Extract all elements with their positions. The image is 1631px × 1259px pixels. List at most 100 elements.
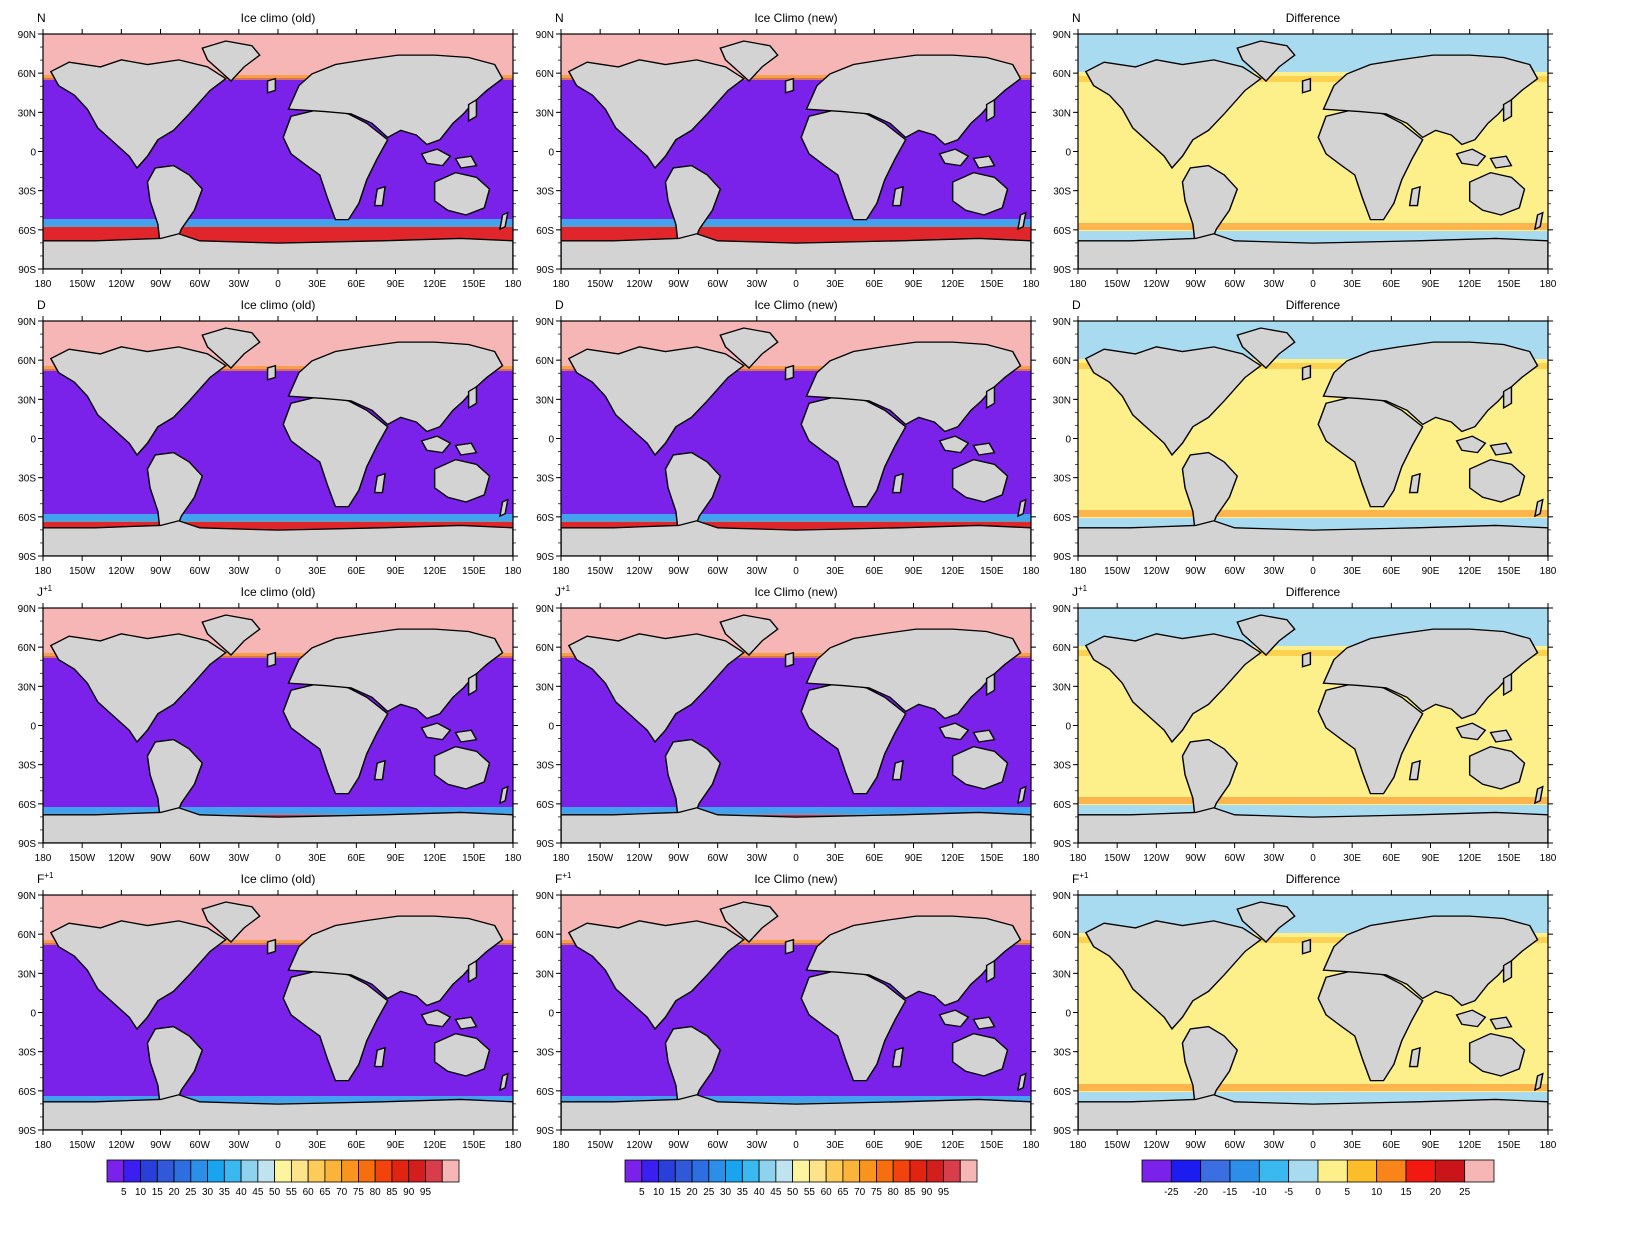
panel-title: Ice Climo (new) (754, 872, 837, 886)
lon-tick-label: 0 (1310, 566, 1316, 577)
colorbar-label: -5 (1284, 1187, 1293, 1198)
lon-tick-label: 60W (1224, 566, 1245, 577)
lon-tick-label: 0 (1310, 853, 1316, 864)
lat-tick-label: 90S (536, 265, 554, 276)
lat-tick-label: 90S (18, 552, 36, 563)
antarctic-ice-edge (43, 1096, 513, 1104)
lat-tick-label: 90N (536, 891, 554, 902)
colorbar-label: 65 (837, 1187, 849, 1198)
colorbar: -25 -20 -15 -10 -5 0 5 10 15 20 25 (1141, 1159, 1495, 1198)
colorbar-swatch (190, 1159, 208, 1183)
lon-tick-label: 180 (1070, 853, 1087, 864)
lat-tick-label: 30N (1053, 969, 1071, 980)
lon-tick-label: 90E (905, 566, 923, 577)
lon-tick-label: 60W (189, 279, 210, 290)
lon-tick-label: 90E (387, 1140, 405, 1151)
lat-tick-label: 0 (548, 435, 554, 446)
lon-tick-label: 0 (275, 853, 281, 864)
colorbar-label: 15 (1400, 1187, 1412, 1198)
colorbar-label: 50 (269, 1187, 281, 1198)
lon-tick-label: 150E (1497, 1140, 1521, 1151)
lon-tick-label: 180 (1023, 279, 1040, 290)
lat-tick-label: 30N (536, 682, 554, 693)
colorbar-swatch (140, 1159, 158, 1183)
lon-tick-label: 120W (1143, 279, 1170, 290)
lon-tick-label: 60W (1224, 1140, 1245, 1151)
lon-tick-label: 60W (189, 853, 210, 864)
colorbar-label: 35 (737, 1187, 749, 1198)
map-panel: 90N 60N 30N 0 30S 60S 90S 180 150W 120W 90W 60W 30W 0… (18, 871, 522, 1151)
arctic-diff-edge (1078, 76, 1548, 82)
lon-tick-label: 60W (707, 853, 728, 864)
colorbar-label: 65 (319, 1187, 331, 1198)
lat-tick-label: 60S (18, 800, 36, 811)
lon-tick-label: 90W (668, 566, 689, 577)
lon-tick-label: 60W (189, 566, 210, 577)
colorbar-swatch (943, 1159, 961, 1183)
row-label: D (37, 298, 46, 312)
lon-tick-label: 120W (108, 566, 135, 577)
colorbar-label: 50 (787, 1187, 799, 1198)
colorbar-swatch (792, 1159, 810, 1183)
colorbar-label: 20 (686, 1187, 698, 1198)
map-panel: 90N 60N 30N 0 30S 60S 90S 180 150W 120W 90W 60W 30W 0… (18, 584, 522, 864)
colorbar-label: 90 (403, 1187, 415, 1198)
lon-tick-label: 120E (423, 853, 447, 864)
arctic-ice-edge (561, 75, 1031, 80)
lon-tick-label: 30W (229, 279, 250, 290)
lat-tick-label: 60S (536, 1087, 554, 1098)
lon-tick-label: 60E (865, 566, 883, 577)
lon-tick-label: 120E (423, 279, 447, 290)
lat-tick-label: 60N (536, 643, 554, 654)
lat-tick-label: 60N (18, 643, 36, 654)
antarctic-ice-edge (43, 514, 513, 522)
arctic-ice-edge (561, 940, 1031, 945)
colorbar-label: 10 (653, 1187, 665, 1198)
colorbar-swatch (1229, 1159, 1260, 1183)
lon-tick-label: 150E (980, 279, 1004, 290)
colorbar-swatch (641, 1159, 659, 1183)
colorbar-swatch (892, 1159, 911, 1183)
lat-tick-label: 30N (18, 395, 36, 406)
colorbar-swatch (374, 1159, 393, 1183)
lon-tick-label: 150E (980, 853, 1004, 864)
lat-tick-label: 30N (536, 108, 554, 119)
lon-tick-label: 150W (587, 1140, 614, 1151)
lon-tick-label: 150E (462, 566, 486, 577)
lon-tick-label: 30E (1343, 853, 1361, 864)
lon-tick-label: 150E (462, 1140, 486, 1151)
colorbar-label: 15 (152, 1187, 164, 1198)
lat-tick-label: 30S (1053, 187, 1071, 198)
lon-tick-label: 90W (668, 1140, 689, 1151)
colorbar-label: 85 (904, 1187, 916, 1198)
lon-tick-label: 180 (35, 1140, 52, 1151)
lat-tick-label: 60N (536, 930, 554, 941)
row-label: F+1 (37, 871, 54, 886)
lon-tick-label: 90E (1422, 853, 1440, 864)
colorbar-label: 40 (754, 1187, 766, 1198)
lon-tick-label: 30E (1343, 1140, 1361, 1151)
map-panel: 90N 60N 30N 0 30S 60S 90S 180 150W 120W 90W 60W 30W 0… (536, 871, 1040, 1151)
lon-tick-label: 60W (1224, 853, 1245, 864)
lat-tick-label: 90N (536, 30, 554, 41)
colorbar-label: 25 (1459, 1187, 1471, 1198)
colorbar-swatch (1288, 1159, 1319, 1183)
colorbar-label: 25 (185, 1187, 197, 1198)
lon-tick-label: 120W (108, 1140, 135, 1151)
lon-tick-label: 0 (793, 279, 799, 290)
panel-title: Ice climo (old) (241, 585, 316, 599)
colorbar-swatch (1258, 1159, 1290, 1183)
lat-tick-label: 30S (18, 474, 36, 485)
colorbar-swatch (876, 1159, 894, 1183)
lon-tick-label: 60E (347, 853, 365, 864)
row-label: D (555, 298, 564, 312)
lon-tick-label: 30E (1343, 566, 1361, 577)
lon-tick-label: 60W (707, 1140, 728, 1151)
lon-tick-label: 180 (505, 1140, 522, 1151)
lon-tick-label: 90E (1422, 1140, 1440, 1151)
lon-tick-label: 150W (587, 853, 614, 864)
panel-title: Difference (1286, 872, 1341, 886)
colorbar-swatch (1376, 1159, 1407, 1183)
lon-tick-label: 30W (1264, 853, 1285, 864)
